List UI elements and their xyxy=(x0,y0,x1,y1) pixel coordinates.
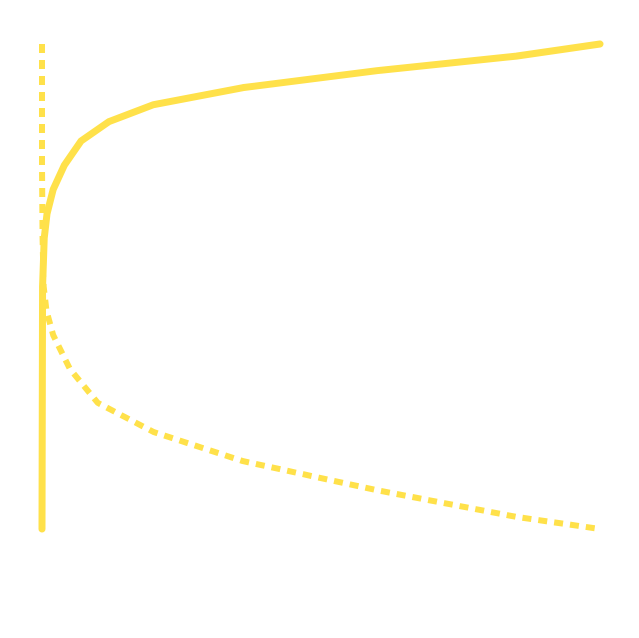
series-dashed-line xyxy=(39,44,601,532)
series-layer xyxy=(38,40,604,533)
series-solid-line xyxy=(38,40,604,533)
